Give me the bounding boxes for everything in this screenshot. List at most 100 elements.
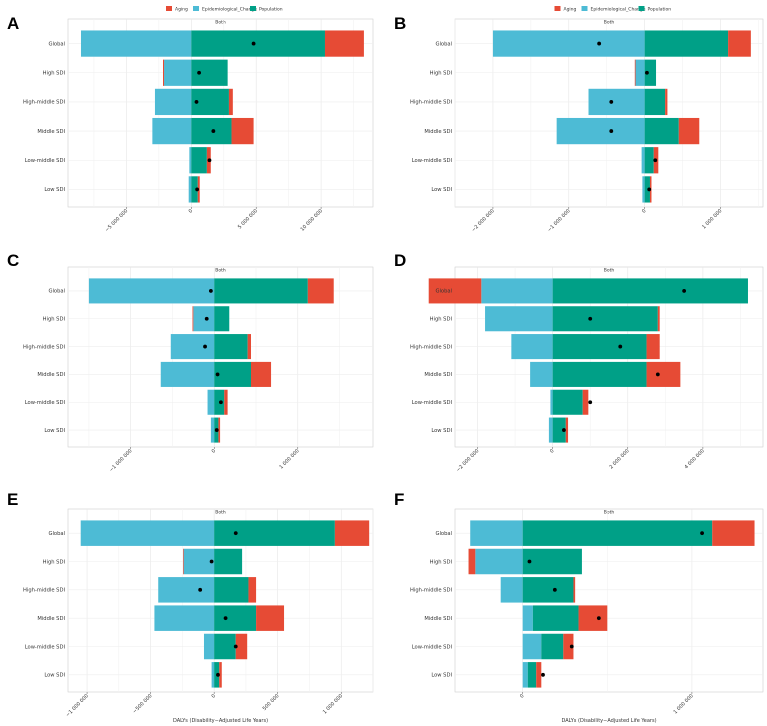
x-tick-label: −5 000 000 (104, 208, 129, 233)
bar-aging (183, 548, 184, 575)
bar-aging (563, 633, 574, 660)
x-tick-label: 5 000 000 (237, 208, 259, 230)
total-point (609, 129, 614, 133)
bar-aging (678, 117, 700, 145)
bar-population (191, 176, 198, 203)
bar-epidemiological-change (522, 605, 533, 631)
total-point (195, 187, 200, 192)
total-point (609, 100, 614, 104)
x-tick-label: 4 000 000 (684, 448, 706, 470)
legend-label: Epidemiological_Change (202, 6, 257, 12)
legend-swatch-population (638, 6, 645, 11)
total-point (541, 672, 545, 677)
bar-epidemiological-change (522, 662, 528, 688)
strip-title: Both (604, 20, 615, 26)
total-point (233, 644, 238, 649)
x-tick-label: 0 (519, 693, 525, 699)
total-point (215, 372, 220, 377)
x-tick-label: −1 000 000 (547, 208, 572, 233)
total-point (211, 129, 216, 133)
strip-title: Both (215, 268, 226, 274)
total-point (233, 531, 238, 536)
bar-aging (646, 361, 681, 387)
bar-aging (582, 389, 589, 415)
category-label: High-middle SDI (23, 344, 65, 350)
total-point (251, 41, 256, 46)
bar-aging (634, 59, 636, 86)
bar-population (214, 548, 243, 575)
bar-aging (231, 117, 254, 145)
category-label: High-middle SDI (410, 588, 452, 594)
bar-aging (665, 88, 668, 116)
panel-letter: F (394, 490, 404, 509)
total-point (223, 616, 228, 621)
panel-a: A Aging Epidemiological_Change Population Bo… (7, 6, 374, 233)
category-label: High SDI (43, 559, 66, 565)
bar-population (214, 605, 257, 631)
bar-aging (573, 577, 576, 603)
bar-aging (256, 605, 285, 631)
x-tick-label: −1 000 000 (108, 448, 133, 473)
bar-aging (228, 88, 233, 116)
bar-aging (251, 361, 272, 387)
bar-population (191, 59, 228, 86)
bar-population (552, 389, 583, 415)
category-label: High-middle SDI (410, 344, 452, 350)
x-tick-label: 500 000 (262, 693, 281, 712)
bar-epidemiological-change (481, 278, 553, 304)
category-label: High-middle SDI (23, 100, 65, 106)
category-label: High SDI (430, 71, 453, 77)
category-label: High-middle SDI (410, 100, 452, 106)
category-label: Global (435, 289, 452, 295)
total-point (596, 616, 601, 621)
bar-epidemiological-change (485, 306, 553, 332)
x-tick-label: 1 000 000 (322, 693, 344, 715)
bar-epidemiological-change (641, 147, 645, 174)
bar-epidemiological-change (80, 30, 192, 57)
bar-epidemiological-change (183, 548, 215, 575)
bar-epidemiological-change (635, 59, 645, 86)
bar-epidemiological-change (588, 88, 645, 116)
legend-label: Aging (175, 6, 188, 12)
bar-aging (307, 278, 334, 304)
total-point (562, 428, 566, 432)
bar-population (214, 520, 335, 546)
bar-epidemiological-change (207, 389, 215, 415)
bar-population (532, 605, 579, 631)
bar-epidemiological-change (160, 361, 215, 387)
bar-population (214, 361, 251, 387)
x-tick-label: 0 (641, 208, 647, 214)
bar-epidemiological-change (80, 520, 215, 546)
category-label: Low-middle SDI (412, 400, 453, 406)
legend-swatch-epidemiological_change (193, 6, 199, 11)
x-tick-label: 0 (188, 208, 194, 214)
bar-aging (657, 306, 660, 332)
category-label: Middle SDI (424, 616, 452, 622)
bar-epidemiological-change (193, 306, 215, 332)
bar-population (522, 577, 574, 603)
bar-epidemiological-change (188, 176, 192, 203)
total-point (588, 316, 593, 321)
category-label: High SDI (43, 71, 66, 77)
category-label: High SDI (430, 317, 453, 323)
bar-epidemiological-change (158, 577, 215, 603)
category-label: High SDI (43, 317, 66, 323)
panel-letter: D (394, 251, 406, 270)
panel-f: F Both Global High SDI High-middle SDI Middle… (394, 490, 764, 724)
x-tick-label: −2 000 000 (455, 448, 480, 473)
bar-population (644, 117, 679, 145)
legend: Aging Epidemiological_Change Population (166, 6, 283, 12)
total-point (527, 559, 532, 564)
x-axis-label: DALYs (Disability−Adjusted Life Years) (561, 718, 656, 724)
total-point (209, 559, 214, 564)
category-label: Low-middle SDI (25, 158, 66, 164)
bar-population (522, 520, 713, 546)
bar-aging (218, 417, 221, 443)
total-point (216, 672, 220, 677)
category-label: Low-middle SDI (25, 400, 66, 406)
total-point (645, 70, 649, 75)
category-label: Low SDI (431, 428, 452, 434)
bar-population (644, 59, 657, 86)
bar-aging (712, 520, 755, 546)
